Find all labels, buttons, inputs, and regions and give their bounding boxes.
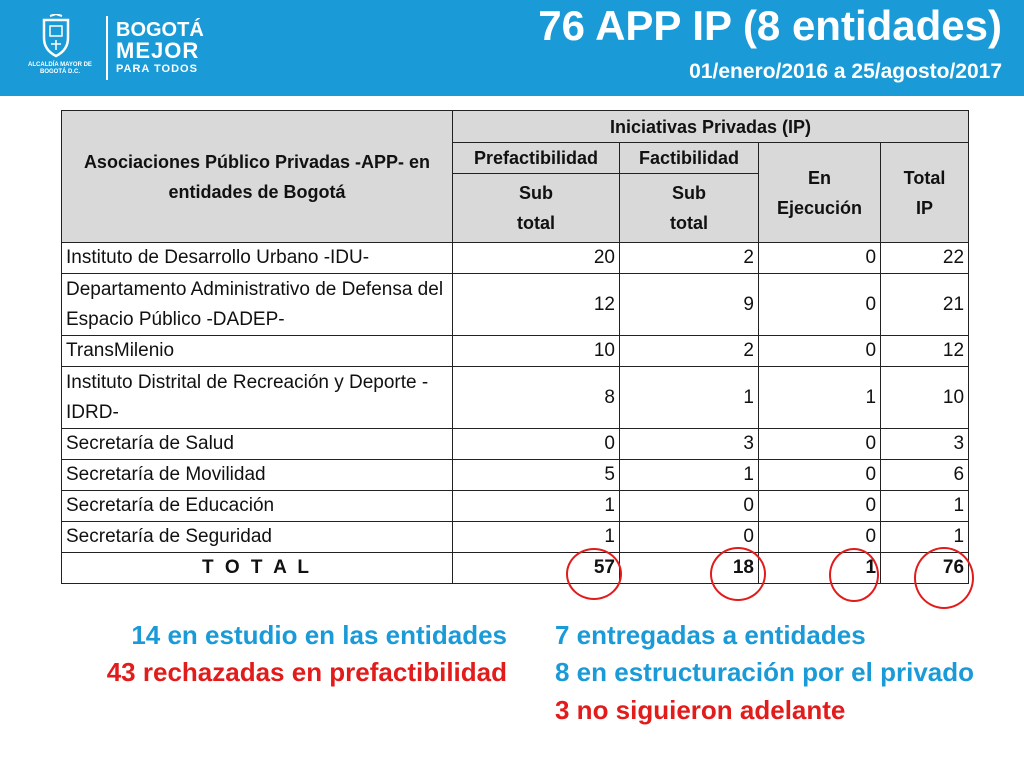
col-header-factibilidad: Factibilidad xyxy=(619,142,759,174)
note-rechazadas: 43 rechazadas en prefactibilidad xyxy=(106,657,507,687)
cell-factibilidad: 1 xyxy=(619,366,759,429)
cell-en-ejecucion: 0 xyxy=(757,490,882,522)
highlight-circle-en-ejecucion xyxy=(829,548,879,602)
table-row: Instituto Distrital de Recreación y Depo… xyxy=(61,366,970,429)
cell-en-ejecucion: 0 xyxy=(757,242,882,274)
table-row: Secretaría de Salud 0 3 0 3 xyxy=(61,428,970,460)
header-banner: ALCALDÍA MAYOR DE BOGOTÁ D.C. BOGOTÁ MEJ… xyxy=(0,0,1024,96)
table-row: Secretaría de Movilidad 5 1 0 6 xyxy=(61,459,970,491)
col-header-subtotal-pre: Sub total xyxy=(452,173,620,243)
alcaldia-label: ALCALDÍA MAYOR DE BOGOTÁ D.C. xyxy=(28,62,92,75)
table-row: Instituto de Desarrollo Urbano -IDU- 20 … xyxy=(61,242,970,274)
brand-line-3: PARA TODOS xyxy=(116,63,198,75)
cell-en-ejecucion: 0 xyxy=(757,428,882,460)
cell-prefactibilidad: 12 xyxy=(452,273,620,336)
cell-factibilidad: 1 xyxy=(619,459,759,491)
brand-line-2: MEJOR xyxy=(116,38,200,63)
cell-entidad: Instituto de Desarrollo Urbano -IDU- xyxy=(61,242,453,274)
cell-factibilidad: 9 xyxy=(619,273,759,336)
cell-total-ip: 1 xyxy=(880,521,970,553)
table-row: Departamento Administrativo de Defensa d… xyxy=(61,273,970,336)
cell-factibilidad: 2 xyxy=(619,335,759,367)
highlight-circle-total-ip xyxy=(914,547,974,609)
total-label: T O T A L xyxy=(61,552,453,584)
cell-prefactibilidad: 1 xyxy=(452,490,620,522)
note-en-estudio: 14 en estudio en las entidades xyxy=(131,620,507,650)
col-header-subtotal-fact: Sub total xyxy=(619,173,759,243)
cell-factibilidad: 3 xyxy=(619,428,759,460)
cell-en-ejecucion: 0 xyxy=(757,459,882,491)
table-row: TransMilenio 10 2 0 12 xyxy=(61,335,970,367)
cell-total-ip: 3 xyxy=(880,428,970,460)
cell-factibilidad: 2 xyxy=(619,242,759,274)
cell-factibilidad: 0 xyxy=(619,521,759,553)
cell-entidad: Secretaría de Movilidad xyxy=(61,459,453,491)
page-title: 76 APP IP (8 entidades) xyxy=(538,2,1002,49)
col-header-prefactibilidad: Prefactibilidad xyxy=(452,142,620,174)
cell-entidad: Instituto Distrital de Recreación y Depo… xyxy=(61,366,453,429)
cell-en-ejecucion: 0 xyxy=(757,273,882,336)
page-subtitle: 01/enero/2016 a 25/agosto/2017 xyxy=(689,60,1002,83)
cell-total-ip: 6 xyxy=(880,459,970,491)
cell-prefactibilidad: 1 xyxy=(452,521,620,553)
cell-entidad: Secretaría de Salud xyxy=(61,428,453,460)
cell-factibilidad: 0 xyxy=(619,490,759,522)
cell-en-ejecucion: 1 xyxy=(757,366,882,429)
cell-prefactibilidad: 5 xyxy=(452,459,620,491)
cell-prefactibilidad: 8 xyxy=(452,366,620,429)
note-estructuracion: 8 en estructuración por el privado xyxy=(555,657,974,687)
note-entregadas: 7 entregadas a entidades xyxy=(555,620,866,650)
cell-en-ejecucion: 0 xyxy=(757,521,882,553)
cell-prefactibilidad: 20 xyxy=(452,242,620,274)
group-header: Iniciativas Privadas (IP) xyxy=(451,110,970,143)
corner-header: Asociaciones Público Privadas -APP- en e… xyxy=(61,110,453,243)
cell-prefactibilidad: 10 xyxy=(452,335,620,367)
note-no-siguieron: 3 no siguieron adelante xyxy=(555,695,846,725)
cell-total-ip: 22 xyxy=(880,242,970,274)
cell-prefactibilidad: 0 xyxy=(452,428,620,460)
app-ip-table: Asociaciones Público Privadas -APP- en e… xyxy=(61,110,970,584)
cell-total-ip: 1 xyxy=(880,490,970,522)
cell-total-ip: 12 xyxy=(880,335,970,367)
col-header-en-ejecucion: En Ejecución xyxy=(757,142,882,243)
table-row: Secretaría de Educación 1 0 0 1 xyxy=(61,490,970,522)
cell-entidad: Departamento Administrativo de Defensa d… xyxy=(61,273,453,336)
highlight-circle-prefactibilidad xyxy=(566,548,622,600)
brand-logo: BOGOTÁ MEJOR PARA TODOS xyxy=(116,20,204,75)
cell-entidad: Secretaría de Seguridad xyxy=(61,521,453,553)
cell-en-ejecucion: 0 xyxy=(757,335,882,367)
cell-total-ip: 21 xyxy=(880,273,970,336)
col-header-total-ip: Total IP xyxy=(880,142,970,243)
table-row: Secretaría de Seguridad 1 0 0 1 xyxy=(61,521,970,553)
coat-of-arms-icon xyxy=(42,14,70,58)
logo-divider xyxy=(106,16,108,80)
cell-entidad: Secretaría de Educación xyxy=(61,490,453,522)
highlight-circle-factibilidad xyxy=(710,547,766,601)
cell-total-ip: 10 xyxy=(880,366,970,429)
cell-entidad: TransMilenio xyxy=(61,335,453,367)
brand-line-1: BOGOTÁ xyxy=(116,19,204,41)
